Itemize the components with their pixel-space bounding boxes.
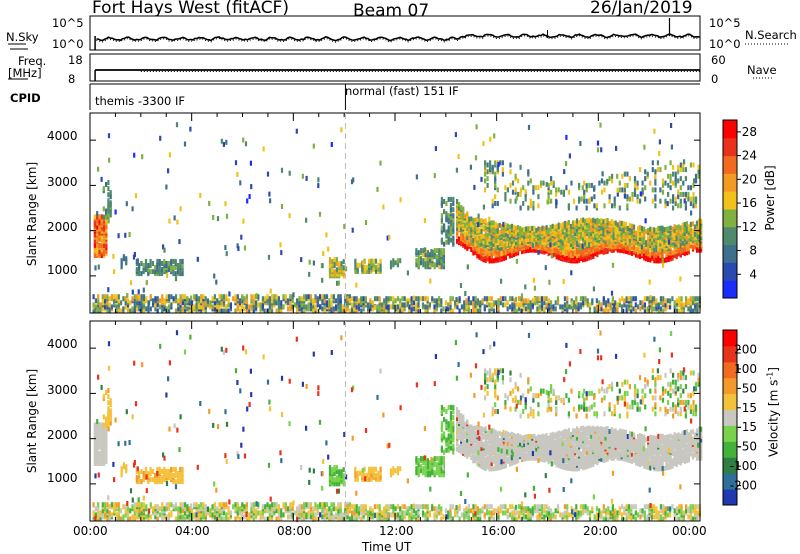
power-colorbar-segment-3 — [723, 226, 737, 246]
power-y-tick-1000: 1000 — [47, 263, 78, 277]
x-tick-1600: 16:00 — [481, 524, 516, 538]
velocity-colorbar-segment-4 — [723, 425, 737, 442]
velocity-colorbar-tick-label-0: 200 — [734, 342, 757, 356]
velocity-colorbar-tick-label-5: -50 — [737, 440, 757, 454]
velocity-colorbar-tick-label-3: 15 — [742, 401, 757, 415]
velocity-colorbar-tick-label-4: -15 — [737, 420, 757, 434]
power-colorbar-tick-label-1: 8 — [749, 244, 757, 258]
noise-left-tick-top: 10^5 — [52, 16, 84, 30]
velocity-colorbar-frame — [722, 329, 738, 506]
beam-label: Beam 07 — [353, 1, 430, 21]
velocity-y-axis-label: Slant Range [km] — [25, 368, 39, 474]
velocity-colorbar-segment-10 — [723, 330, 737, 347]
power-colorbar-tick-label-4: 20 — [742, 172, 757, 186]
velocity-colorbar-segment-5 — [723, 409, 737, 426]
cpid-label: CPID — [10, 91, 41, 105]
power-colorbar-segment-5 — [723, 191, 737, 210]
freq-right-tick-top: 60 — [711, 53, 726, 67]
power-colorbar-tick-label-5: 24 — [742, 149, 757, 163]
velocity-colorbar-segment-2 — [723, 457, 737, 474]
power-colorbar-segment-0 — [723, 280, 737, 299]
power-colorbar-segment-7 — [723, 155, 737, 174]
power-scatter-cells — [92, 122, 703, 314]
noise-left-tick-bottom: 10^0 — [52, 37, 84, 51]
x-tick-1200: 12:00 — [379, 524, 414, 538]
cpid-mode-2: normal (fast) 151 IF — [345, 84, 459, 98]
power-colorbar-frame — [722, 119, 738, 299]
freq-panel-frame — [89, 53, 701, 82]
power-colorbar-segment-2 — [723, 244, 737, 263]
noise-search-line — [96, 34, 701, 43]
power-colorbar-segment-8 — [723, 137, 737, 157]
velocity-scatter-cells — [92, 330, 703, 522]
velocity-colorbar-segment-1 — [723, 473, 737, 490]
velocity-colorbar-segment-3 — [723, 441, 737, 458]
velocity-panel-bg — [90, 321, 700, 521]
x-axis-label: Time UT — [362, 540, 412, 554]
power-panel-bg — [90, 113, 700, 313]
velocity-colorbar-tick-label-1: 100 — [734, 362, 757, 376]
power-colorbar-tick-label-0: 4 — [749, 267, 757, 281]
freq-label: Freq. — [18, 54, 47, 68]
x-tick-0000-end: 00:00 — [672, 524, 707, 538]
velocity-colorbar-tick-label-2: 50 — [742, 381, 757, 395]
power-colorbar-label: Power [dB] — [763, 165, 777, 231]
velocity-y-tick-2000: 2000 — [47, 428, 78, 442]
power-y-tick-2000: 2000 — [47, 220, 78, 234]
cpid-mode-1: themis -3300 IF — [95, 94, 185, 108]
velocity-y-tick-3000: 3000 — [47, 383, 78, 397]
power-colorbar-tick-label-2: 12 — [742, 220, 757, 234]
freq-left-tick-top: 18 — [68, 53, 83, 67]
power-y-tick-3000: 3000 — [47, 175, 78, 189]
x-tick-0400: 04:00 — [175, 524, 210, 538]
velocity-y-tick-1000: 1000 — [47, 471, 78, 485]
station-title: Fort Hays West (fitACF) — [92, 0, 289, 18]
freq-unit-label: [MHz] — [8, 66, 42, 80]
x-tick-0000-start: 00:00 — [73, 524, 108, 538]
noise-right-tick-bottom: 10^0 — [709, 37, 741, 51]
velocity-colorbar-segment-0 — [723, 489, 737, 506]
noise-right-tick-top: 10^5 — [709, 16, 741, 30]
freq-right-tick-bottom: 0 — [711, 72, 719, 86]
freq-left-tick-bottom: 8 — [68, 72, 76, 86]
noise-panel-frame — [89, 15, 701, 51]
power-colorbar-tick-label-3: 16 — [742, 196, 757, 210]
velocity-colorbar-label: Velocity [m s-1] — [765, 367, 781, 457]
power-colorbar-segment-4 — [723, 209, 737, 228]
noise-sky-line — [96, 33, 701, 42]
velocity-colorbar-segment-6 — [723, 393, 737, 411]
noise-sky-label: N.Sky — [6, 30, 39, 44]
velocity-colorbar-tick-label-7: -200 — [730, 479, 757, 493]
velocity-colorbar-segment-9 — [723, 345, 737, 363]
power-colorbar-segment-1 — [723, 262, 737, 281]
x-tick-2000: 20:00 — [583, 524, 618, 538]
velocity-colorbar-tick-label-6: -100 — [730, 459, 757, 473]
power-colorbar-segment-9 — [723, 120, 737, 139]
power-y-axis-label: Slant Range [km] — [25, 161, 39, 267]
power-colorbar-tick-label-6: 28 — [742, 125, 757, 139]
velocity-colorbar-segment-7 — [723, 377, 737, 395]
x-tick-0800: 08:00 — [277, 524, 312, 538]
velocity-colorbar-segment-8 — [723, 361, 737, 379]
power-y-tick-4000: 4000 — [47, 129, 78, 143]
noise-search-label: N.Search — [745, 28, 797, 42]
velocity-y-tick-4000: 4000 — [47, 337, 78, 351]
date-label: 26/Jan/2019 — [590, 0, 693, 18]
nave-label: Nave — [747, 63, 777, 77]
power-colorbar-segment-6 — [723, 173, 737, 192]
